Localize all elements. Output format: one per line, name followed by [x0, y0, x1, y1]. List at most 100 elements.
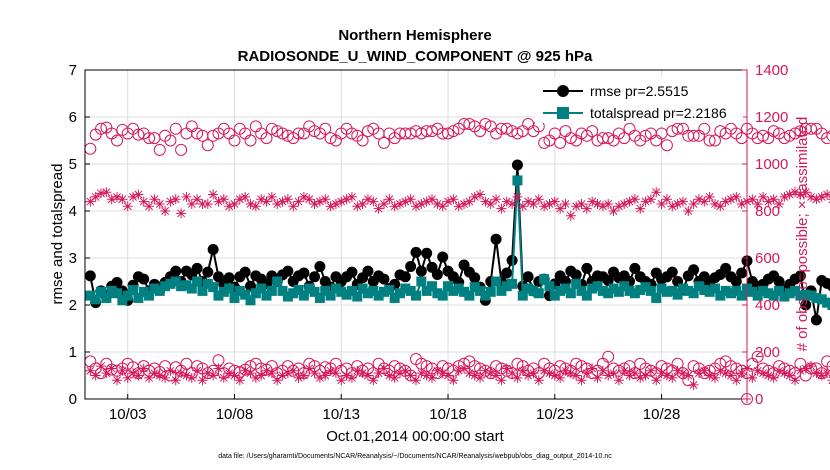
- totalspread-point: [645, 285, 656, 296]
- assimilated-obs-point: [581, 368, 592, 379]
- assimilated-obs-point: [619, 198, 630, 209]
- totalspread-point: [517, 290, 528, 301]
- assimilated-obs-point: [790, 375, 801, 386]
- rmse-point: [688, 264, 700, 276]
- assimilated-obs-point: [672, 198, 683, 209]
- assimilated-obs-point: [677, 196, 688, 207]
- totalspread-point: [822, 297, 830, 308]
- assimilated-obs-point: [517, 201, 528, 212]
- assimilated-obs-point: [112, 191, 123, 202]
- data-file-footnote: data file: /Users/gharamti/Documents/NCA…: [218, 453, 612, 460]
- assimilated-obs-point: [170, 194, 181, 205]
- totalspread-point: [512, 175, 523, 186]
- y-right-tick-label: 800: [755, 203, 780, 220]
- assimilated-obs-point: [160, 206, 171, 216]
- totalspread-point: [149, 283, 160, 294]
- assimilated-obs-point: [779, 368, 790, 379]
- totalspread-point: [320, 285, 331, 296]
- totalspread-point: [683, 285, 694, 296]
- assimilated-obs-point: [597, 365, 608, 376]
- assimilated-obs-point: [448, 194, 459, 205]
- assimilated-obs-point: [571, 370, 582, 381]
- assimilated-obs-point: [149, 194, 160, 205]
- totalspread-point: [768, 290, 779, 301]
- assimilated-obs-point: [507, 368, 518, 379]
- totalspread-point: [752, 290, 763, 301]
- assimilated-obs-point: [240, 365, 251, 376]
- totalspread-point: [496, 285, 507, 296]
- assimilated-obs-point: [480, 365, 491, 376]
- possible-obs-point: [95, 122, 108, 135]
- assimilated-obs-point: [96, 361, 107, 372]
- assimilated-obs-point: [234, 375, 245, 386]
- assimilated-obs-point: [704, 191, 715, 202]
- possible-obs-point: [687, 360, 700, 373]
- assimilated-obs-point: [693, 368, 704, 379]
- assimilated-obs-point: [154, 198, 165, 209]
- y-right-tick-label: 1400: [755, 62, 788, 79]
- possible-obs-point: [671, 122, 684, 135]
- totalspread-point: [411, 290, 421, 301]
- assimilated-obs-point: [117, 365, 128, 376]
- possible-obs-point: [292, 127, 305, 140]
- totalspread-point: [704, 286, 715, 297]
- totalspread-point: [96, 286, 107, 297]
- totalspread-point: [603, 288, 614, 299]
- assimilated-obs-point: [795, 189, 806, 200]
- assimilated-obs-point: [539, 365, 550, 376]
- totalspread-point: [293, 284, 304, 295]
- series-layer: [84, 118, 830, 390]
- assimilated-obs-point: [640, 370, 651, 381]
- assimilated-obs-point: [336, 375, 347, 386]
- totalspread-point: [624, 285, 635, 296]
- assimilated-obs-point: [597, 201, 608, 212]
- y-left-tick-label: 4: [69, 203, 77, 220]
- rmse-point: [346, 266, 358, 278]
- assimilated-obs-point: [688, 379, 699, 390]
- assimilated-obs-point: [533, 375, 544, 386]
- totalspread-point: [160, 281, 171, 292]
- totalspread-point: [688, 288, 699, 299]
- assimilated-obs-point: [176, 368, 187, 379]
- assimilated-obs-point: [699, 365, 710, 376]
- assimilated-obs-point: [640, 196, 651, 207]
- possible-obs-point: [789, 127, 802, 140]
- assimilated-obs-point: [346, 191, 357, 202]
- assimilated-obs-point: [587, 363, 598, 374]
- assimilated-obs-point: [645, 194, 656, 205]
- assimilated-obs-point: [112, 375, 123, 386]
- assimilated-obs-point: [421, 196, 432, 207]
- assimilated-obs-point: [384, 370, 395, 381]
- assimilated-obs-point: [133, 189, 144, 200]
- assimilated-obs-point: [661, 194, 672, 205]
- x-axis-label: Oct.01,2014 00:00:00 start: [326, 428, 504, 445]
- assimilated-obs-point: [592, 198, 603, 209]
- totalspread-point: [117, 295, 128, 306]
- rmse-point: [629, 262, 641, 274]
- assimilated-obs-point: [469, 191, 480, 202]
- possible-obs-point: [276, 127, 289, 140]
- assimilated-obs-point: [101, 368, 112, 379]
- possible-obs-point: [708, 134, 721, 147]
- assimilated-obs-point: [485, 368, 496, 379]
- assimilated-obs-point: [421, 370, 432, 381]
- totalspread-point: [549, 290, 560, 301]
- assimilated-obs-point: [475, 372, 486, 383]
- possible-obs-point: [345, 127, 358, 140]
- possible-obs-point: [175, 143, 188, 156]
- y-right-tick-label: 200: [755, 344, 780, 361]
- possible-obs-point: [265, 122, 278, 135]
- assimilated-obs-point: [485, 198, 496, 209]
- assimilated-obs-point: [464, 196, 475, 207]
- assimilated-obs-point: [774, 198, 785, 209]
- totalspread-point: [245, 295, 256, 306]
- assimilated-obs-point: [85, 196, 96, 207]
- totalspread-point: [656, 283, 667, 294]
- totalspread-point: [459, 286, 470, 297]
- rmse-point: [111, 276, 123, 288]
- totalspread-point: [475, 285, 486, 296]
- possible-obs-point: [554, 136, 567, 149]
- assimilated-obs-point: [715, 201, 726, 212]
- assimilated-obs-point: [325, 201, 336, 212]
- assimilated-obs-point: [629, 194, 640, 205]
